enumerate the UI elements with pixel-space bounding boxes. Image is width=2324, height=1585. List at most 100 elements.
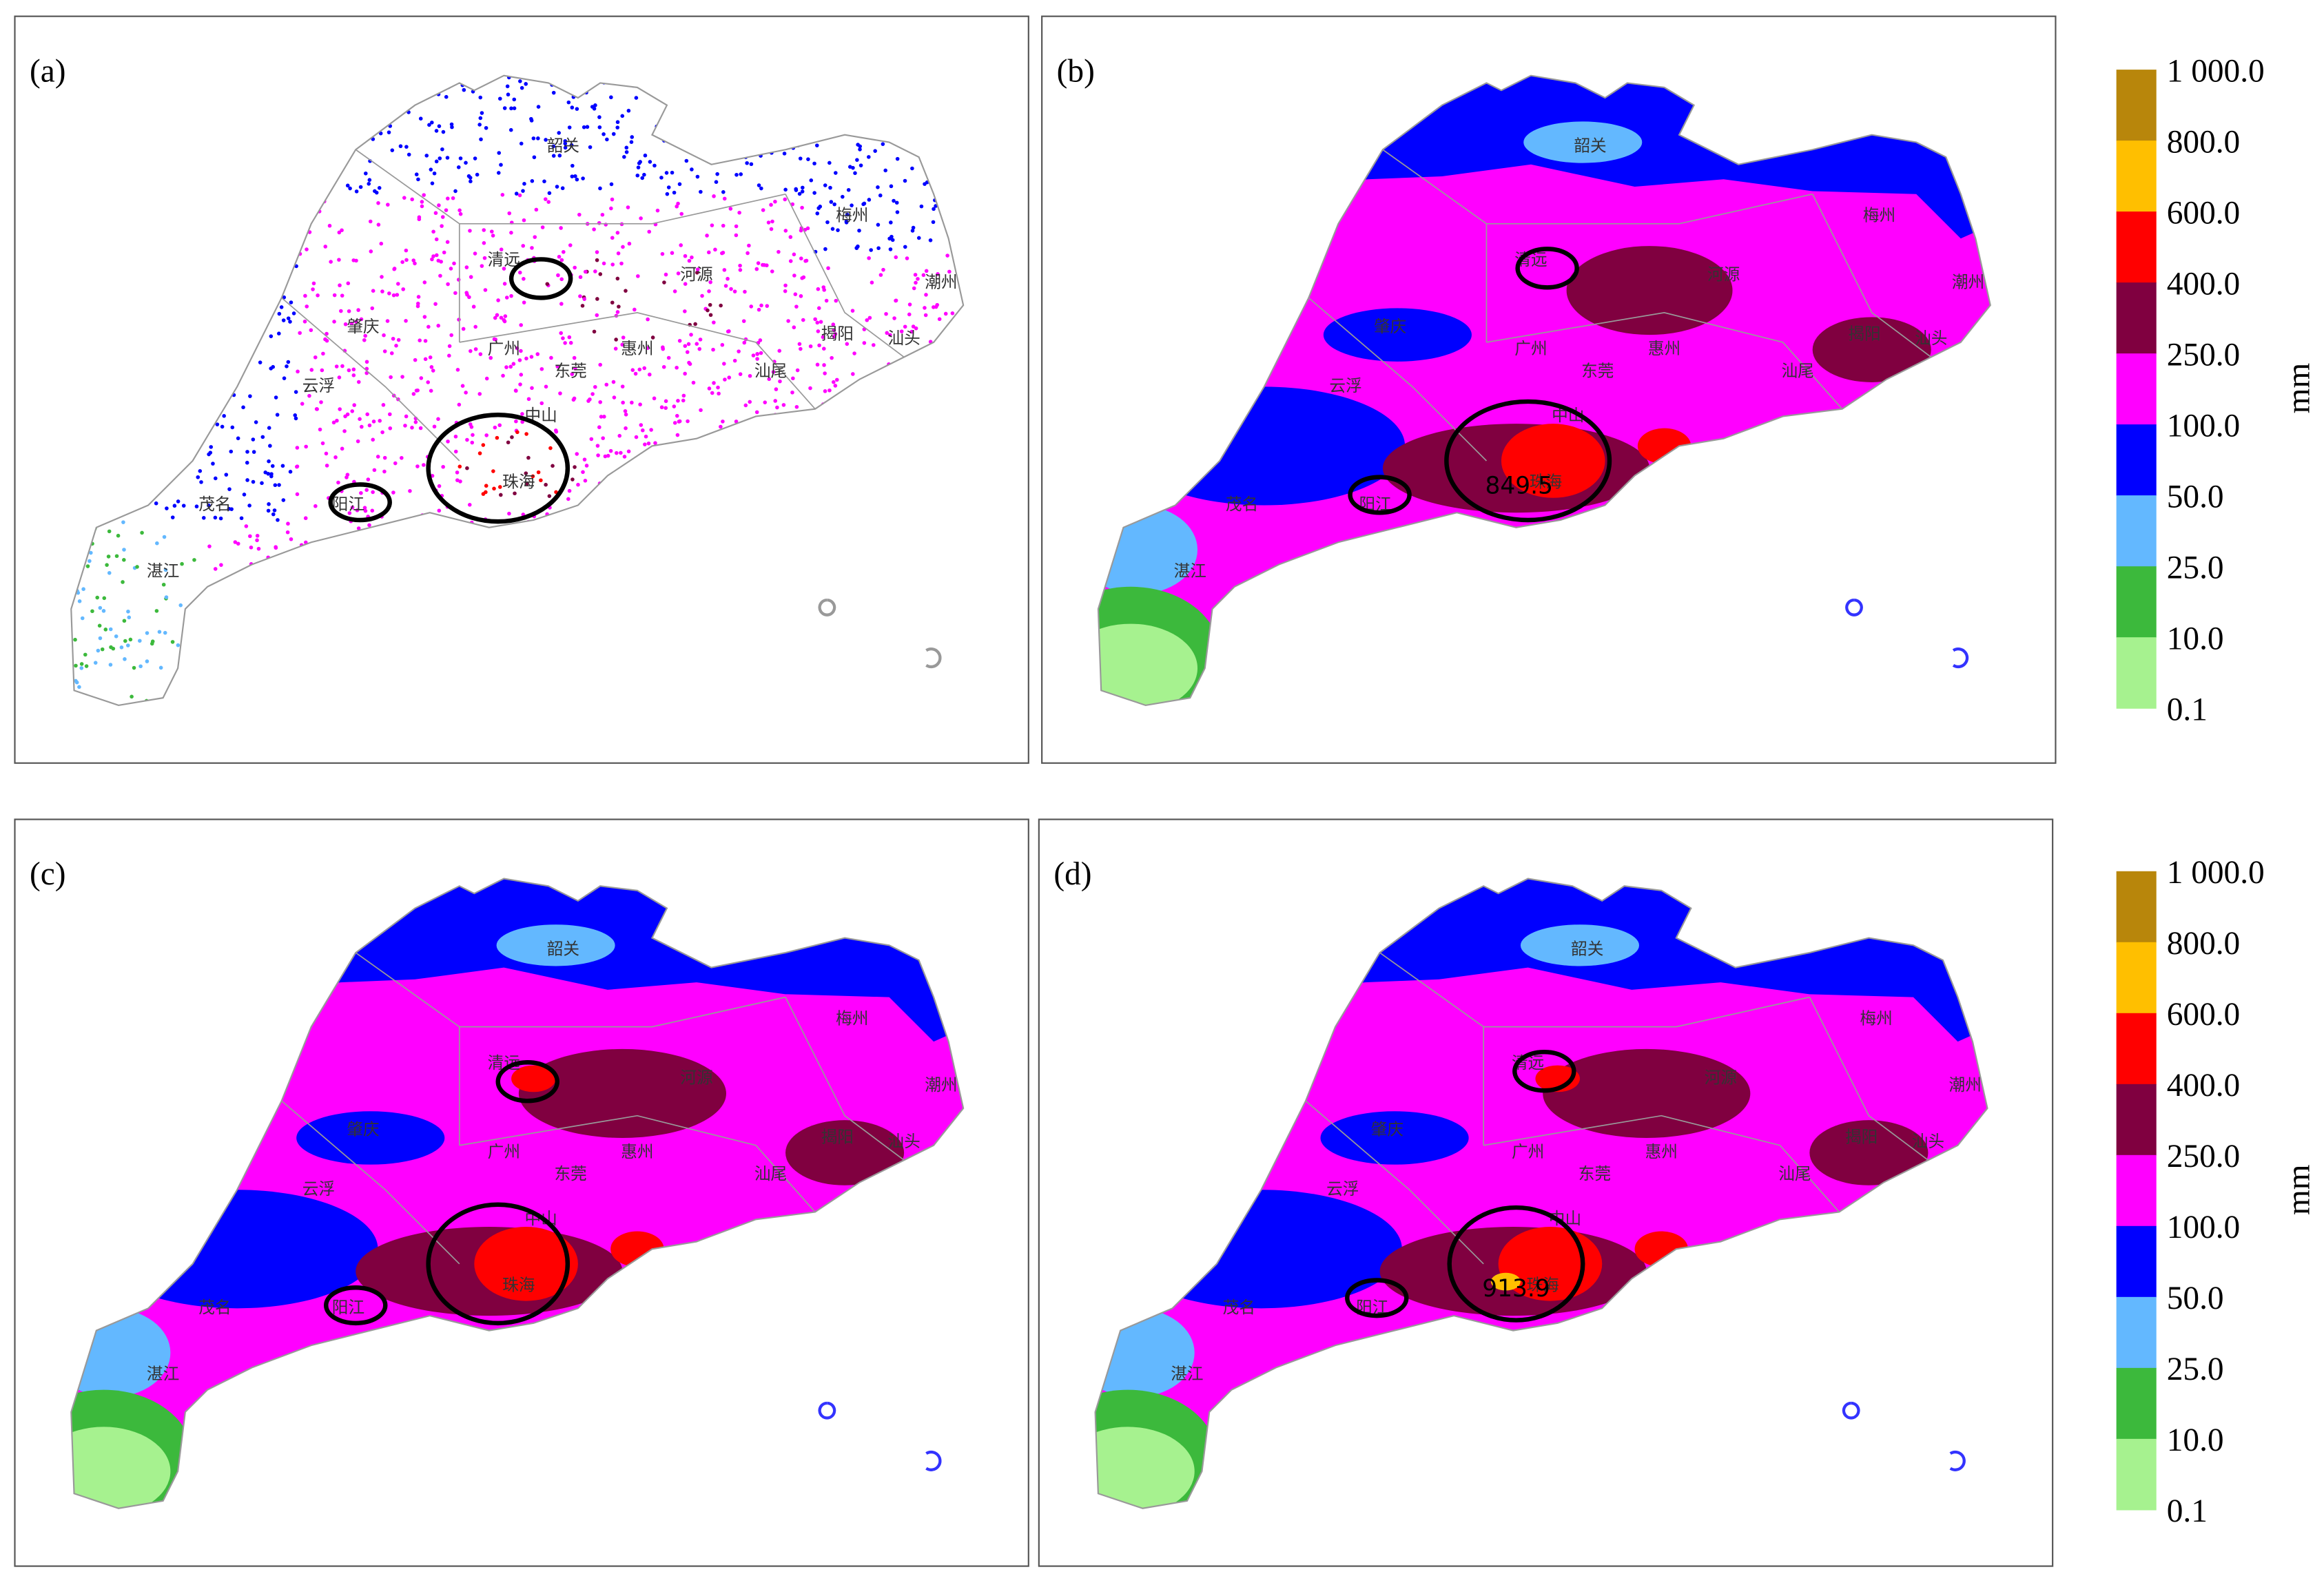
station-dot: [288, 470, 293, 474]
rain-area: [1320, 1111, 1469, 1165]
station-dot: [471, 433, 475, 437]
station-dot: [88, 559, 92, 563]
station-dot: [664, 399, 668, 404]
station-dot: [923, 313, 928, 318]
station-dot: [507, 511, 511, 516]
station-dot: [595, 297, 599, 301]
station-dot: [256, 546, 261, 551]
station-dot: [251, 437, 256, 442]
station-dot: [477, 451, 482, 455]
station-dot: [356, 380, 361, 384]
station-dot: [429, 167, 433, 172]
panel-label: (a): [30, 53, 66, 89]
city-label: 揭阳: [821, 1127, 854, 1146]
station-dot: [559, 302, 564, 306]
station-dot: [411, 258, 416, 262]
station-dot: [795, 368, 800, 373]
station-dot: [911, 225, 916, 230]
station-dot: [710, 391, 714, 395]
station-dot: [371, 289, 376, 293]
station-dot: [530, 246, 534, 250]
station-dot: [781, 403, 786, 407]
station-dot: [121, 520, 125, 524]
station-dot: [783, 197, 788, 202]
station-dot: [340, 293, 345, 298]
station-dot: [450, 125, 454, 130]
station-dot: [558, 391, 562, 395]
station-dot: [540, 225, 545, 229]
station-dot: [80, 616, 85, 621]
station-dot: [447, 344, 452, 349]
colorbar-label: 10.0: [2167, 1422, 2224, 1458]
station-dot: [335, 418, 339, 423]
station-dot: [209, 445, 214, 449]
station-dot: [729, 287, 733, 291]
station-dot: [481, 492, 486, 496]
station-dot: [245, 478, 249, 482]
station-dot: [551, 90, 556, 95]
station-dot: [601, 261, 606, 266]
city-label: 揭阳: [821, 324, 854, 344]
station-dot: [170, 640, 175, 644]
station-dot: [388, 412, 392, 417]
station-dot: [655, 208, 660, 213]
station-dot: [529, 118, 534, 123]
station-dot: [337, 230, 342, 235]
station-dot: [588, 145, 593, 149]
station-dot: [833, 332, 838, 336]
station-dot: [815, 211, 820, 216]
station-dot: [862, 341, 867, 345]
station-dot: [227, 506, 232, 511]
station-dot: [429, 365, 434, 369]
station-dot: [609, 95, 613, 100]
station-dot: [852, 351, 856, 355]
station-dot: [513, 389, 518, 393]
station-dot: [498, 96, 502, 101]
station-dot: [583, 269, 588, 274]
station-dot: [227, 487, 232, 491]
station-dot: [806, 157, 810, 161]
station-dot: [794, 404, 799, 409]
station-dot: [549, 355, 553, 360]
station-dot: [298, 331, 302, 335]
highlight-circle: [1512, 1049, 1576, 1093]
station-dot: [439, 260, 443, 264]
city-label: 惠州: [1645, 1142, 1678, 1161]
city-label: 汕尾: [754, 361, 787, 380]
station-dot: [522, 276, 526, 281]
station-dot: [712, 320, 716, 324]
station-dot: [686, 419, 690, 424]
station-dot: [123, 657, 127, 661]
city-label: 潮州: [925, 1075, 957, 1095]
station-dot: [531, 474, 535, 479]
station-dot: [561, 249, 566, 254]
station-dot: [775, 405, 779, 410]
station-dot: [639, 423, 644, 427]
station-dot: [722, 362, 726, 366]
highlight-circle: [508, 257, 573, 300]
station-dot: [422, 193, 426, 197]
station-dot: [311, 287, 315, 291]
station-dot: [403, 424, 407, 428]
station-dot: [504, 365, 508, 369]
city-label: 东莞: [1579, 1164, 1611, 1183]
station-dot: [931, 220, 936, 225]
station-dot: [464, 160, 468, 165]
station-dot: [675, 365, 679, 370]
station-dot: [888, 247, 893, 251]
station-dot: [432, 424, 437, 429]
station-dot: [546, 200, 551, 205]
station-dot: [514, 191, 519, 196]
station-dot: [769, 227, 774, 231]
station-dot: [626, 449, 631, 454]
station-dot: [833, 384, 838, 388]
station-dot: [666, 355, 671, 360]
station-dot: [467, 503, 472, 507]
station-dot: [400, 375, 404, 379]
station-dot: [295, 492, 300, 497]
station-dot: [365, 412, 369, 417]
station-dot: [827, 388, 832, 393]
station-dot: [98, 605, 103, 610]
station-dot: [816, 206, 821, 210]
station-dot: [578, 294, 582, 298]
